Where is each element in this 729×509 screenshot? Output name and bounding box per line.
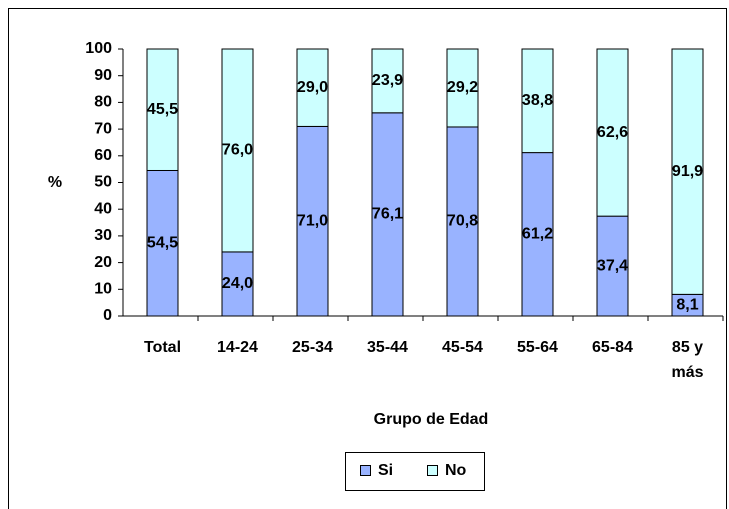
data-label: 8,1 bbox=[676, 296, 698, 313]
x-tick-label: 55-64 bbox=[517, 339, 558, 356]
data-label: 24,0 bbox=[222, 275, 253, 292]
data-label: 61,2 bbox=[522, 226, 553, 243]
bar-segment bbox=[446, 48, 479, 128]
y-tick-label: 100 bbox=[85, 40, 112, 57]
x-tick-label: 14-24 bbox=[217, 339, 258, 356]
y-tick-label: 40 bbox=[94, 200, 112, 217]
legend-label: No bbox=[445, 462, 467, 479]
x-tick-label: 45-54 bbox=[442, 339, 483, 356]
bar-segment bbox=[146, 48, 179, 171]
data-label: 23,9 bbox=[372, 72, 403, 89]
data-label: 37,4 bbox=[597, 257, 628, 274]
x-tick-label: 35-44 bbox=[367, 339, 408, 356]
data-label: 38,8 bbox=[522, 92, 553, 109]
data-label: 54,5 bbox=[147, 234, 178, 251]
bar-segment bbox=[596, 48, 629, 217]
y-tick-label: 30 bbox=[94, 227, 112, 244]
legend-label: Si bbox=[378, 462, 393, 479]
bar-segment bbox=[446, 126, 479, 317]
data-label: 45,5 bbox=[147, 101, 178, 118]
x-axis-title: Grupo de Edad bbox=[374, 411, 489, 428]
y-tick-label: 60 bbox=[94, 147, 112, 164]
y-tick-label: 80 bbox=[94, 94, 112, 111]
data-label: 70,8 bbox=[447, 213, 478, 230]
legend-swatch bbox=[360, 465, 371, 476]
y-tick-label: 70 bbox=[94, 120, 112, 137]
data-label: 76,0 bbox=[222, 142, 253, 159]
x-tick-line: más bbox=[671, 364, 703, 381]
y-tick-label: 20 bbox=[94, 254, 112, 271]
bar-segment bbox=[296, 125, 329, 317]
y-axis-title: % bbox=[48, 174, 62, 191]
data-label: 76,1 bbox=[372, 206, 403, 223]
data-label: 29,2 bbox=[447, 79, 478, 96]
y-tick-label: 0 bbox=[103, 307, 112, 324]
x-tick-label: 85 y más bbox=[671, 339, 703, 381]
bar-segment bbox=[521, 48, 554, 154]
bar-segment bbox=[671, 48, 704, 295]
data-label: 91,9 bbox=[672, 163, 703, 180]
bar-segment bbox=[221, 251, 254, 317]
y-tick-label: 90 bbox=[94, 67, 112, 84]
data-label: 62,6 bbox=[597, 124, 628, 141]
data-label: 29,0 bbox=[297, 79, 328, 96]
x-tick-line: 85 y bbox=[672, 339, 703, 356]
bar-segment bbox=[146, 169, 179, 317]
data-label: 71,0 bbox=[297, 212, 328, 229]
x-tick-label: Total bbox=[144, 339, 181, 356]
y-tick-label: 50 bbox=[94, 174, 112, 191]
bar-segment bbox=[296, 48, 329, 127]
bar-segment bbox=[371, 48, 404, 114]
legend-swatch bbox=[427, 465, 438, 476]
y-tick-label: 10 bbox=[94, 281, 112, 298]
bar-segment bbox=[221, 48, 254, 253]
x-tick-label: 65-84 bbox=[592, 339, 633, 356]
bar-segment bbox=[521, 152, 554, 317]
bar-segment bbox=[596, 215, 629, 317]
x-tick-label: 25-34 bbox=[292, 339, 333, 356]
